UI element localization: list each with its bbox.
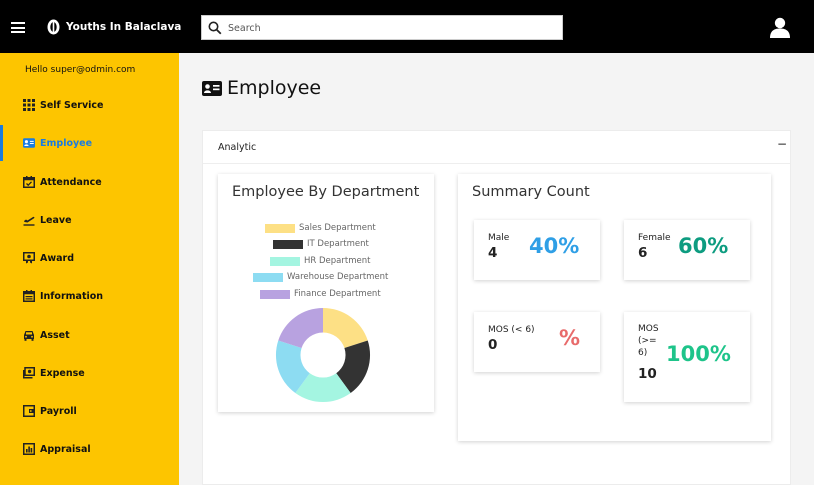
stat-label: MOS (>= 6) [638,324,659,358]
stat-percent: 40% [529,234,580,258]
sidebar-item-label: Expense [40,367,85,379]
sidebar-item-label: Employee [40,137,93,149]
search-input[interactable] [228,19,558,37]
department-chart-card: Employee By Department Sales Department … [218,174,434,412]
legend-item-hr[interactable]: HR Department [270,256,370,266]
page-title: Employee [227,77,322,99]
collapse-button[interactable]: − [777,137,788,151]
legend-swatch [260,289,290,299]
donut-slice-sales [323,307,368,349]
sidebar-item-label: Asset [40,329,70,341]
sidebar-item-appraisal[interactable]: Appraisal [0,431,179,467]
sidebar-item-leave[interactable]: Leave [0,202,179,238]
sidebar-item-employee[interactable]: Employee [0,125,179,161]
money-icon [23,367,35,379]
sidebar-item-label: Payroll [40,405,77,417]
sidebar-item-label: Information [40,290,104,302]
legend-label: Sales Department [299,223,376,233]
sidebar-item-label: Attendance [40,176,102,188]
sidebar-item-label: Self Service [40,99,104,111]
stat-count: 0 [488,337,498,353]
car-icon [24,331,34,341]
legend-label: Warehouse Department [287,272,389,282]
stat-female[interactable]: Female 6 60% [624,220,750,280]
top-bar: Youths In Balaclava [0,0,814,53]
sidebar-item-attendance[interactable]: Attendance [0,164,179,200]
sidebar-item-label: Leave [40,214,72,226]
legend-swatch [253,272,283,282]
stat-count: 4 [488,245,498,261]
sidebar-item-self-service[interactable]: Self Service [0,87,179,123]
sidebar-item-label: Award [40,252,75,264]
sidebar: Hello super@odmin.com Self Service Emplo… [0,53,179,485]
donut-slice-warehouse [275,340,310,394]
donut-slice-it [336,340,371,394]
donut-slice-finance [278,307,323,349]
id-card-icon [202,81,222,96]
legend-item-finance[interactable]: Finance Department [260,289,381,299]
legend-label: IT Department [307,239,369,249]
legend-item-it[interactable]: IT Department [273,239,369,249]
stat-label: MOS (< 6) [488,325,535,335]
stat-male[interactable]: Male 4 40% [474,220,600,280]
sidebar-item-payroll[interactable]: Payroll [0,393,179,429]
legend-label: Finance Department [294,289,381,299]
calendar-check-icon [23,176,35,188]
legend-swatch [273,239,303,249]
user-avatar-icon[interactable] [769,16,791,38]
summary-title: Summary Count [472,184,590,200]
id-card-icon [23,138,35,148]
department-chart-title: Employee By Department [232,184,420,200]
plane-departure-icon [23,216,35,226]
sidebar-item-expense[interactable]: Expense [0,355,179,391]
legend-item-warehouse[interactable]: Warehouse Department [253,272,388,282]
stat-label: Male [488,233,510,243]
stat-count: 10 [638,366,657,382]
chart-icon [23,443,35,455]
stat-percent: 60% [678,234,729,258]
stat-mos-6-plus[interactable]: MOS (>= 6) 10 100% [624,312,750,402]
sidebar-item-award[interactable]: Award [0,240,179,276]
stat-percent: 100% [666,342,731,366]
sidebar-item-label: Appraisal [40,443,91,455]
hamburger-menu-icon[interactable] [11,22,25,33]
donut-slice-hr [295,373,351,403]
department-donut-chart[interactable] [274,306,372,404]
sidebar-item-asset[interactable]: Asset [0,317,179,353]
calendar-icon [23,290,35,302]
legend-swatch [270,256,300,266]
stat-count: 6 [638,245,648,261]
logo-icon [47,19,60,35]
greeting-text: Hello super@odmin.com [25,65,136,75]
search-bar[interactable] [201,15,563,40]
legend-label: HR Department [304,256,371,266]
legend-swatch [265,223,295,233]
app-brand[interactable]: Youths In Balaclava [66,21,182,33]
divider [203,163,790,164]
stat-percent: % [559,326,581,350]
wallet-icon [23,405,35,417]
analytic-panel-title: Analytic [218,142,257,153]
stat-mos-under-6[interactable]: MOS (< 6) 0 % [474,312,600,372]
sidebar-item-information[interactable]: Information [0,278,179,314]
award-icon [23,252,35,264]
stat-label: Female [638,233,671,243]
summary-count-card: Summary Count Male 4 40% Female 6 60% MO… [458,174,771,441]
grid-icon [23,99,35,111]
legend-item-sales[interactable]: Sales Department [265,223,376,233]
search-icon [208,21,222,35]
